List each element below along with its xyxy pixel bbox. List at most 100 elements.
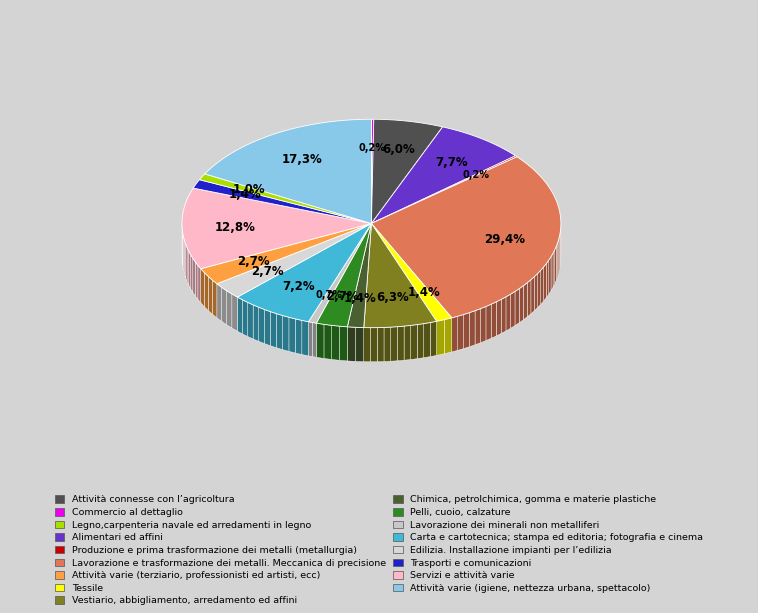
- Polygon shape: [309, 322, 312, 357]
- Polygon shape: [464, 313, 469, 349]
- Polygon shape: [555, 246, 556, 284]
- Text: 6,3%: 6,3%: [376, 291, 409, 304]
- Polygon shape: [364, 327, 371, 362]
- PathPatch shape: [371, 120, 443, 224]
- Polygon shape: [283, 316, 289, 351]
- Polygon shape: [340, 326, 347, 361]
- PathPatch shape: [371, 224, 452, 321]
- Polygon shape: [475, 309, 481, 345]
- Polygon shape: [543, 264, 547, 301]
- Polygon shape: [221, 287, 227, 325]
- Polygon shape: [377, 327, 384, 362]
- Polygon shape: [496, 299, 501, 336]
- Polygon shape: [271, 311, 277, 348]
- Polygon shape: [501, 297, 506, 333]
- Text: 0,7%: 0,7%: [315, 290, 343, 300]
- Polygon shape: [198, 265, 201, 303]
- Polygon shape: [469, 311, 475, 347]
- Polygon shape: [289, 318, 296, 353]
- Polygon shape: [296, 319, 302, 354]
- Polygon shape: [184, 240, 186, 278]
- Polygon shape: [411, 324, 417, 359]
- Polygon shape: [390, 327, 397, 361]
- Polygon shape: [452, 316, 458, 352]
- Text: 0,2%: 0,2%: [462, 170, 489, 180]
- Polygon shape: [187, 248, 189, 285]
- Polygon shape: [537, 270, 540, 308]
- Text: 7,7%: 7,7%: [435, 156, 468, 169]
- Polygon shape: [356, 327, 364, 362]
- Text: 12,8%: 12,8%: [215, 221, 255, 234]
- Text: 1,4%: 1,4%: [408, 286, 440, 299]
- PathPatch shape: [371, 156, 517, 224]
- Polygon shape: [196, 262, 198, 299]
- Legend: Attività connesse con l’agricoltura, Commercio al dettaglio, Legno,carpenteria n: Attività connesse con l’agricoltura, Com…: [52, 493, 706, 608]
- Polygon shape: [248, 302, 253, 339]
- PathPatch shape: [199, 174, 371, 224]
- Polygon shape: [232, 294, 237, 331]
- Polygon shape: [444, 318, 452, 354]
- Polygon shape: [324, 324, 332, 359]
- Polygon shape: [553, 249, 555, 287]
- Polygon shape: [437, 319, 444, 356]
- Polygon shape: [404, 326, 411, 360]
- Polygon shape: [519, 286, 523, 323]
- Polygon shape: [431, 321, 437, 357]
- Polygon shape: [491, 302, 496, 338]
- Text: 1,0%: 1,0%: [233, 183, 266, 196]
- Polygon shape: [253, 305, 258, 341]
- Polygon shape: [534, 273, 537, 311]
- Polygon shape: [189, 251, 191, 289]
- Text: 2,7%: 2,7%: [237, 255, 271, 268]
- Polygon shape: [531, 276, 534, 314]
- Polygon shape: [486, 304, 491, 341]
- Polygon shape: [397, 326, 404, 361]
- Polygon shape: [347, 327, 356, 362]
- Text: 7,2%: 7,2%: [283, 280, 315, 294]
- Text: 6,0%: 6,0%: [382, 143, 415, 156]
- Polygon shape: [417, 324, 424, 359]
- Polygon shape: [556, 243, 558, 280]
- PathPatch shape: [201, 224, 371, 284]
- Text: 1,4%: 1,4%: [343, 292, 377, 305]
- Polygon shape: [205, 273, 208, 311]
- Polygon shape: [316, 323, 324, 359]
- PathPatch shape: [347, 224, 371, 327]
- Polygon shape: [212, 280, 217, 318]
- PathPatch shape: [205, 120, 371, 224]
- Polygon shape: [528, 280, 531, 317]
- PathPatch shape: [371, 120, 374, 224]
- Polygon shape: [558, 239, 559, 276]
- Polygon shape: [191, 254, 193, 292]
- Polygon shape: [227, 291, 232, 328]
- Polygon shape: [186, 244, 187, 281]
- PathPatch shape: [182, 188, 371, 268]
- Polygon shape: [511, 291, 515, 329]
- Polygon shape: [332, 326, 340, 360]
- Polygon shape: [551, 253, 553, 291]
- Text: 1,4%: 1,4%: [229, 188, 262, 202]
- Polygon shape: [371, 327, 377, 362]
- Polygon shape: [458, 314, 464, 350]
- Text: 2,7%: 2,7%: [251, 265, 283, 278]
- Polygon shape: [302, 321, 309, 356]
- Polygon shape: [424, 322, 431, 358]
- PathPatch shape: [364, 224, 437, 328]
- Polygon shape: [277, 314, 283, 349]
- Polygon shape: [549, 257, 551, 294]
- Polygon shape: [243, 300, 248, 337]
- Polygon shape: [523, 283, 528, 320]
- Text: 0,2%: 0,2%: [359, 143, 386, 153]
- Polygon shape: [193, 258, 196, 296]
- PathPatch shape: [217, 224, 371, 297]
- PathPatch shape: [371, 127, 515, 224]
- Polygon shape: [312, 322, 316, 357]
- Text: 2,7%: 2,7%: [327, 291, 359, 303]
- PathPatch shape: [309, 224, 371, 323]
- Polygon shape: [265, 310, 271, 346]
- PathPatch shape: [193, 180, 371, 224]
- Polygon shape: [258, 307, 265, 344]
- Polygon shape: [183, 237, 184, 274]
- PathPatch shape: [371, 157, 561, 318]
- Text: 17,3%: 17,3%: [281, 153, 322, 166]
